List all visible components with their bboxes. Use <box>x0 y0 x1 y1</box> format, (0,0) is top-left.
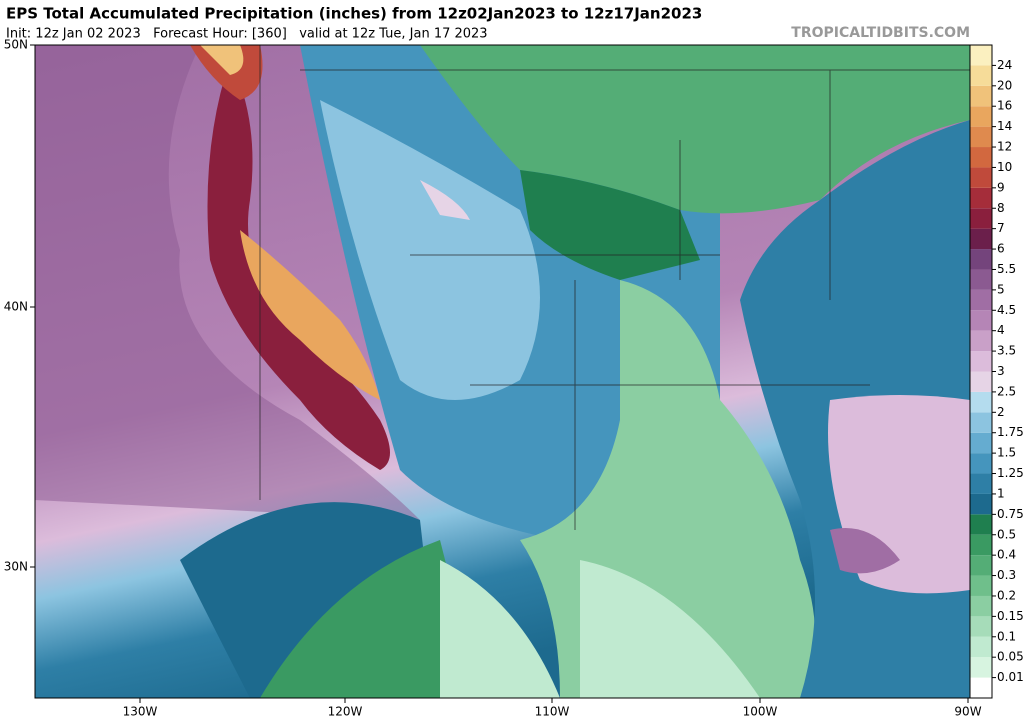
colorbar-swatch <box>970 45 992 66</box>
watermark: TROPICALTIDBITS.COM <box>791 25 970 41</box>
colorbar-swatch <box>970 514 992 535</box>
lon-label: 110W <box>535 705 570 719</box>
lat-label: 50N <box>4 38 28 52</box>
colorbar-label: 7 <box>997 221 1005 235</box>
colorbar-label: 0.05 <box>997 650 1024 664</box>
colorbar-swatch <box>970 432 992 454</box>
colorbar-swatch <box>970 126 992 148</box>
colorbar-label: 12 <box>997 140 1012 154</box>
colorbar-label: 2 <box>997 405 1005 419</box>
colorbar-swatch <box>970 147 992 168</box>
colorbar-label: 3.5 <box>997 344 1016 358</box>
colorbar-swatch <box>970 187 992 209</box>
colorbar-swatch <box>970 493 992 515</box>
colorbar-label: 4 <box>997 323 1005 337</box>
colorbar-label: 9 <box>997 180 1005 194</box>
colorbar-swatch <box>970 269 992 290</box>
colorbar-label: 8 <box>997 201 1005 215</box>
colorbar-swatch <box>970 167 992 188</box>
colorbar-swatch <box>970 249 992 270</box>
colorbar-swatch <box>970 310 992 331</box>
colorbar-swatch <box>970 555 992 576</box>
colorbar-swatch <box>970 473 992 494</box>
colorbar-swatch <box>970 330 992 352</box>
colorbar-swatch <box>970 391 992 413</box>
lat-label: 40N <box>4 300 28 314</box>
colorbar-label: 0.15 <box>997 609 1024 623</box>
colorbar-swatch <box>970 636 992 658</box>
colorbar-label: 1.5 <box>997 446 1016 460</box>
colorbar-label: 16 <box>997 99 1012 113</box>
colorbar-label: 6 <box>997 242 1005 256</box>
colorbar-label: 14 <box>997 119 1012 133</box>
colorbar-label: 0.01 <box>997 670 1024 684</box>
colorbar-label: 5.5 <box>997 262 1016 276</box>
lon-label: 130W <box>123 705 158 719</box>
lon-label: 120W <box>328 705 363 719</box>
colorbar-label: 0.4 <box>997 548 1016 562</box>
colorbar-swatch <box>970 228 992 250</box>
colorbar-swatch <box>970 208 992 229</box>
colorbar-label: 0.2 <box>997 588 1016 602</box>
colorbar-label: 3 <box>997 364 1005 378</box>
lon-label: 90W <box>954 705 981 719</box>
lon-label: 100W <box>743 705 778 719</box>
colorbar-label: 20 <box>997 78 1012 92</box>
colorbar-label: 24 <box>997 58 1012 72</box>
colorbar-swatch <box>970 351 992 372</box>
colorbar-label: 1 <box>997 486 1005 500</box>
colorbar-swatch <box>970 371 992 392</box>
map-body <box>35 45 970 698</box>
colorbar-swatch <box>970 575 992 596</box>
colorbar-swatch <box>970 412 992 433</box>
colorbar-label: 1.75 <box>997 425 1024 439</box>
colorbar-label: 4.5 <box>997 303 1016 317</box>
colorbar-label: 2.5 <box>997 384 1016 398</box>
colorbar-label: 5 <box>997 282 1005 296</box>
colorbar-swatch <box>970 657 992 678</box>
colorbar-label: 1.25 <box>997 466 1024 480</box>
colorbar-label: 0.5 <box>997 527 1016 541</box>
colorbar-swatch <box>970 595 992 617</box>
colorbar-swatch <box>970 677 992 698</box>
colorbar-label: 10 <box>997 160 1012 174</box>
colorbar-swatch <box>970 289 992 311</box>
colorbar-swatch <box>970 616 992 637</box>
colorbar-swatch <box>970 65 992 86</box>
colorbar-swatch <box>970 85 992 107</box>
colorbar-swatch <box>970 534 992 556</box>
subtitle: Init: 12z Jan 02 2023 Forecast Hour: [36… <box>6 27 488 42</box>
colorbar-swatch <box>970 106 992 127</box>
lat-label: 30N <box>4 560 28 574</box>
colorbar-label: 0.3 <box>997 568 1016 582</box>
title: EPS Total Accumulated Precipitation (inc… <box>6 5 702 23</box>
colorbar-swatch <box>970 453 992 474</box>
colorbar-label: 0.1 <box>997 629 1016 643</box>
colorbar-label: 0.75 <box>997 507 1024 521</box>
